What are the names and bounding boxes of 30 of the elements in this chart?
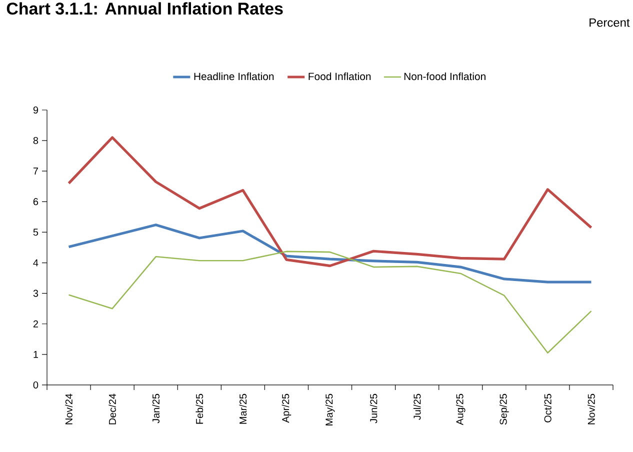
y-tick-label: 3	[33, 290, 38, 297]
chart-title: Chart 3.1.1: Annual Inflation Rates	[6, 2, 283, 15]
x-tick-label: Oct/25	[544, 394, 552, 422]
x-tick-label: Mar/25	[239, 394, 247, 424]
line-series	[68, 250, 592, 354]
x-tick-label: Dec/24	[108, 394, 116, 424]
x-tick-label: Apr/25	[282, 394, 292, 423]
legend-label: Non-food Inflation	[404, 72, 486, 80]
x-tick-label: Jul/25	[413, 394, 421, 420]
x-tick-label: May/25	[325, 394, 335, 426]
x-tick-label: Nov/24	[65, 394, 72, 424]
x-tick-label: Jan/25	[152, 394, 160, 424]
x-tick-label: Aug/25	[456, 394, 466, 426]
x-tick-label: Sep/25	[500, 394, 509, 425]
x-tick-label: Nov/25	[588, 394, 595, 424]
y-tick-label: 7	[33, 168, 38, 175]
y-tick-label: 8	[33, 137, 38, 144]
y-tick-label: 0	[33, 381, 38, 389]
x-tick-label: Feb/25	[196, 394, 204, 424]
line-series	[67, 136, 593, 268]
y-tick-label: 4	[33, 259, 38, 266]
y-tick-label: 2	[33, 320, 38, 328]
y-tick-label: 9	[33, 106, 38, 114]
x-tick-label: Jun/25	[370, 394, 378, 424]
legend-label: Food Inflation	[308, 72, 371, 80]
text: Percent	[590, 18, 630, 27]
y-tick-label: 6	[33, 198, 38, 206]
y-tick-label: 5	[33, 228, 38, 236]
legend-label: Headline Inflation	[194, 72, 274, 80]
y-tick-label: 1	[34, 351, 38, 358]
